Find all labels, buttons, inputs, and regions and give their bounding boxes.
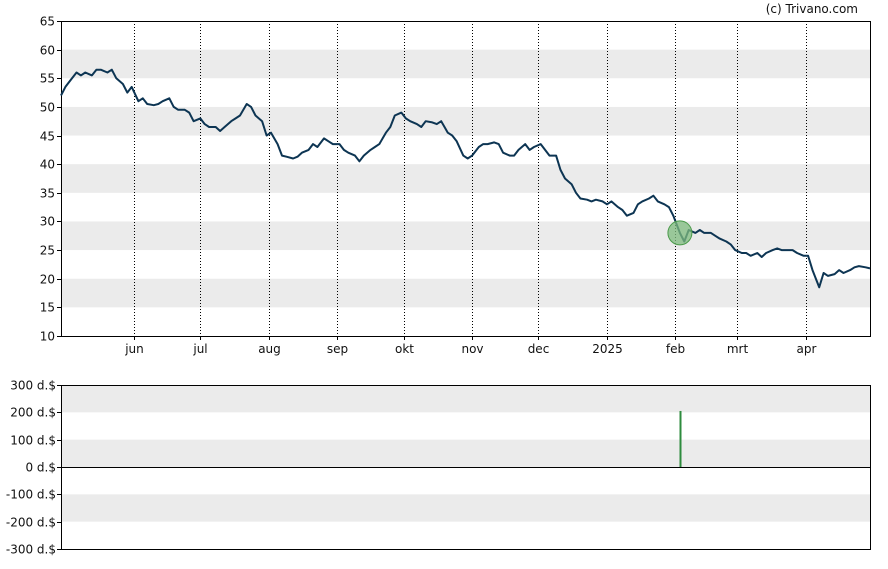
volume-y-tick-label: -200 d.$ xyxy=(6,516,56,530)
volume-y-tick-label: 100 d.$ xyxy=(10,434,56,448)
price-band xyxy=(61,278,870,308)
x-tick-label: jul xyxy=(192,342,207,356)
volume-y-tick-label: -100 d.$ xyxy=(6,488,56,502)
volume-plot-frame xyxy=(61,385,871,550)
x-tick-label: apr xyxy=(797,342,817,356)
volume-y-tick-label: 300 d.$ xyxy=(10,379,56,393)
x-tick-label: sep xyxy=(327,342,348,356)
volume-y-tick-label: 200 d.$ xyxy=(10,406,56,420)
volume-y-tick-label: -300 d.$ xyxy=(6,543,56,557)
price-band xyxy=(61,221,870,251)
volume-y-tick-label: 0 d.$ xyxy=(25,461,56,475)
y-tick-label: 25 xyxy=(40,244,55,258)
x-tick-label: okt xyxy=(395,342,414,356)
y-tick-label: 45 xyxy=(40,130,55,144)
y-tick-label: 10 xyxy=(40,330,55,344)
y-tick-label: 60 xyxy=(40,44,55,58)
price-series-line xyxy=(60,68,871,289)
price-band xyxy=(61,164,870,193)
x-tick-label: nov xyxy=(461,342,483,356)
y-tick-label: 55 xyxy=(40,72,55,86)
y-tick-label: 50 xyxy=(40,101,55,115)
y-tick-label: 40 xyxy=(40,158,55,172)
y-tick-label: 35 xyxy=(40,187,55,201)
x-tick-label: aug xyxy=(258,342,281,356)
credit-label: (c) Trivano.com xyxy=(766,2,858,16)
x-tick-label: feb xyxy=(666,342,685,356)
volume-band xyxy=(61,494,870,522)
x-tick-label: mrt xyxy=(727,342,749,356)
y-tick-label: 15 xyxy=(40,301,55,315)
volume-band xyxy=(61,439,870,467)
x-tick-label: jun xyxy=(124,342,144,356)
event-marker xyxy=(667,220,693,246)
x-tick-label: dec xyxy=(528,342,550,356)
price-band xyxy=(61,49,870,79)
y-tick-label: 65 xyxy=(40,15,55,29)
volume-band xyxy=(61,385,870,413)
price-plot-frame xyxy=(61,21,871,337)
x-tick-label: 2025 xyxy=(592,342,623,356)
y-tick-label: 20 xyxy=(40,273,55,287)
price-band xyxy=(61,106,870,136)
y-tick-label: 30 xyxy=(40,215,55,229)
